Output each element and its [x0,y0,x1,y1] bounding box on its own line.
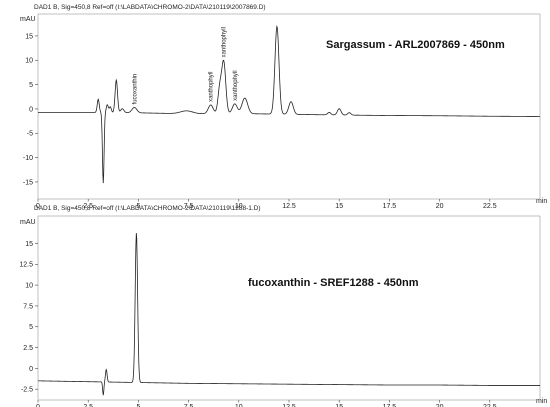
chart-title: fucoxanthin - SREF1288 - 450nm [248,277,419,289]
y-axis-label: mAU [20,16,36,23]
x-tick-label: 20 [436,203,444,210]
x-tick-label: 2.5 [83,404,93,407]
chromatogram-panel-fucoxanthin: DAD1 B, Sig=450,8 Ref=off (I:\LABDATA\CH… [19,205,547,407]
x-axis-label: min [536,398,547,405]
x-tick-label: 0 [36,203,40,210]
x-tick-label: 22.5 [483,404,497,407]
chart-header: DAD1 B, Sig=450,8 Ref=off (I:\LABDATA\CH… [34,4,266,11]
x-tick-label: 5 [136,203,140,210]
y-tick-label: -5 [27,131,33,138]
y-tick-label: -15 [23,179,33,186]
x-tick-label: 5 [136,404,140,407]
x-tick-label: 0 [36,404,40,407]
x-tick-label: 15 [335,404,343,407]
x-tick-label: 12.5 [282,404,296,407]
x-tick-label: 10 [235,203,243,210]
x-tick-label: 22.5 [483,203,497,210]
y-tick-label: -10 [23,155,33,162]
chart-header: DAD1 B, Sig=450,8 Ref=off (I:\LABDATA\CH… [34,205,261,212]
x-tick-label: 7.5 [184,203,194,210]
y-tick-label: 15 [25,33,33,40]
x-tick-label: 17.5 [383,203,397,210]
signal-trace [38,24,540,184]
peak-annotation: xanthophyll [233,70,239,100]
x-tick-label: 17.5 [383,404,397,407]
y-tick-label: 0 [29,106,33,113]
x-tick-label: 12.5 [282,203,296,210]
x-axis-label: min [536,198,547,205]
y-tick-label: 10 [25,283,33,290]
y-tick-label: 15 [25,241,33,248]
x-tick-label: 15 [335,203,343,210]
x-tick-label: 2.5 [83,203,93,210]
y-tick-label: 7.5 [23,303,33,310]
y-tick-label: 0 [29,366,33,373]
y-tick-label: 12.5 [19,262,33,269]
x-tick-label: 10 [235,404,243,407]
chromatogram-panel-sargassum: DAD1 B, Sig=450,8 Ref=off (I:\LABDATA\CH… [20,4,547,210]
peak-annotation: xanthophyll [209,72,215,102]
y-tick-label: 10 [25,58,33,65]
y-tick-label: 5 [29,324,33,331]
plot-frame [37,215,541,401]
y-tick-label: -2.5 [21,387,33,394]
y-tick-label: 2.5 [23,345,33,352]
signal-trace [37,232,540,396]
peak-annotation: fucoxanthin [132,74,138,105]
chart-title: Sargassum - ARL2007869 - 450nm [326,39,505,51]
y-axis-label: mAU [20,219,36,226]
peak-annotation: xanthophyll [222,27,228,57]
x-tick-label: 7.5 [184,404,194,407]
x-tick-label: 20 [436,404,444,407]
y-tick-label: 5 [29,82,33,89]
